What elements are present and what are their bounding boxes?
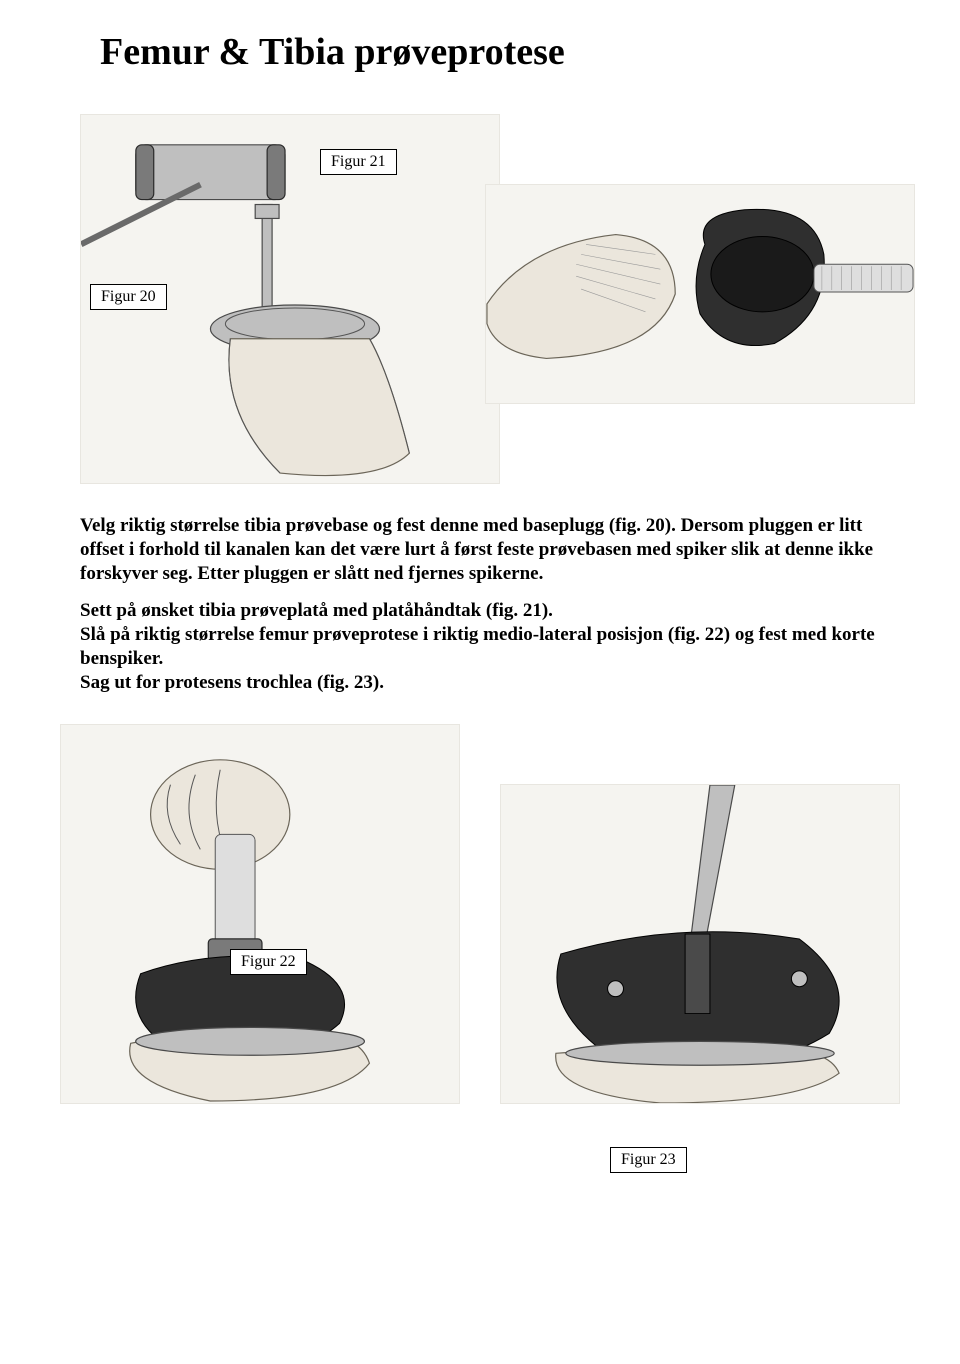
paragraph-1: Velg riktig størrelse tibia prøvebase og… [80, 514, 880, 585]
figure-22-illustration [60, 724, 460, 1104]
figure-20-label: Figur 20 [90, 284, 167, 310]
figure-23-label: Figur 23 [610, 1147, 687, 1173]
top-figure-row: Figur 21 Figur 20 [80, 114, 880, 484]
figure-21-label: Figur 21 [320, 149, 397, 175]
figure-23 [500, 784, 900, 1104]
paragraph-2: Sett på ønsket tibia prøveplatå med plat… [80, 599, 880, 694]
femur-implant-icon [486, 185, 914, 403]
impactor-knee-icon [61, 725, 459, 1103]
figure-23-illustration [500, 784, 900, 1104]
bottom-figure-row: Figur 22 Figur 23 [80, 724, 880, 1144]
figure-22-label: Figur 22 [230, 949, 307, 975]
saw-trochlea-icon [501, 785, 899, 1103]
figure-21-illustration [485, 184, 915, 404]
figure-21 [485, 184, 915, 404]
page-title: Femur & Tibia prøveprotese [80, 30, 880, 74]
figure-22 [60, 724, 460, 1104]
